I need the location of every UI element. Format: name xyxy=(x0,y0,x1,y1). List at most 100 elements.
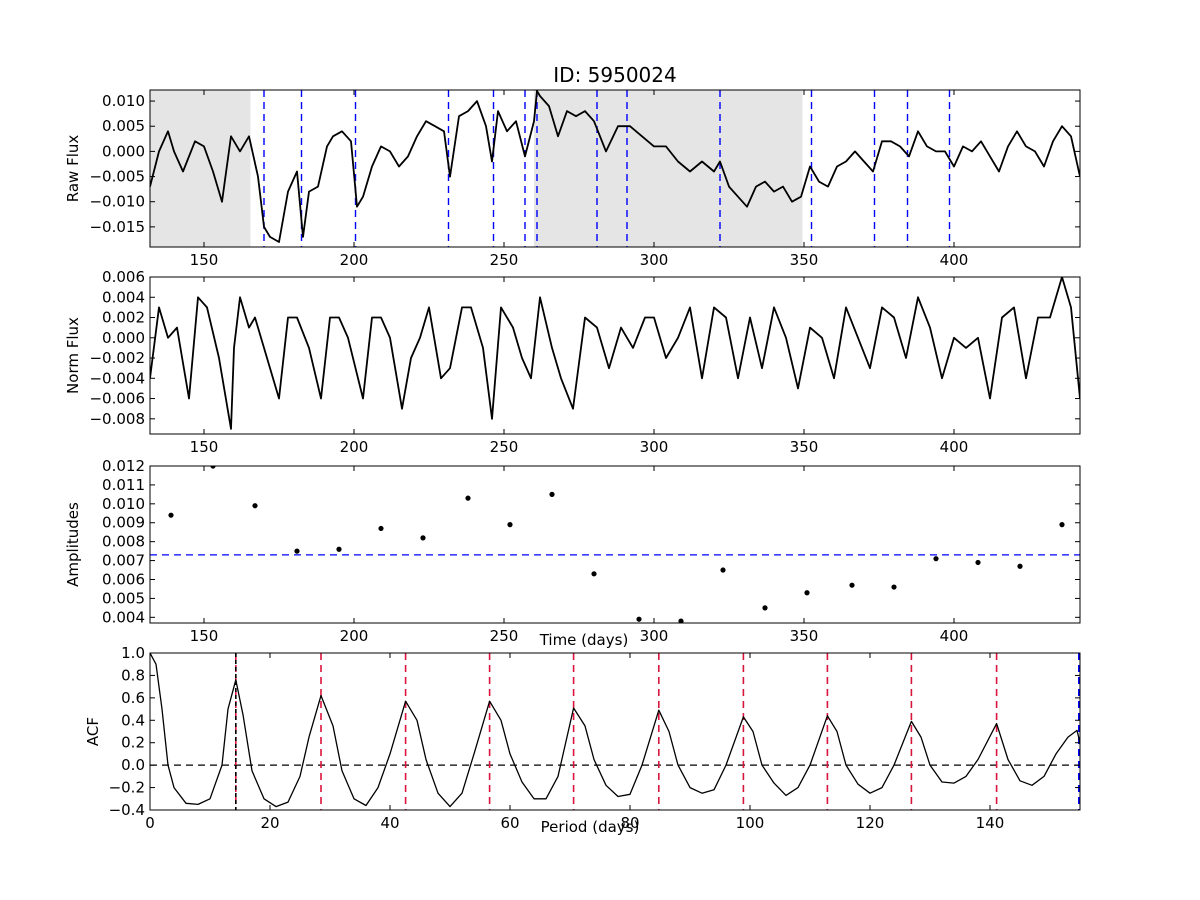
plot-area-amplitudes xyxy=(150,466,1080,623)
amplitude-point xyxy=(168,512,174,518)
x-tick-label: 80 xyxy=(620,814,639,832)
axes-frame-amplitudes xyxy=(149,465,1081,624)
shaded-region xyxy=(150,90,251,247)
x-tick-label: 140 xyxy=(976,814,1005,832)
x-tick-label: 200 xyxy=(340,627,369,645)
amplitude-point xyxy=(636,616,642,622)
x-tick-label: 120 xyxy=(856,814,885,832)
x-tick-label: 350 xyxy=(790,251,819,269)
y-tick-label: 0.011 xyxy=(102,476,145,494)
x-tick-label: 0 xyxy=(145,814,155,832)
x-tick-label: 150 xyxy=(190,251,219,269)
x-tick-label: 20 xyxy=(260,814,279,832)
y-tick-label: 1.0 xyxy=(121,644,145,662)
y-tick-label: −0.2 xyxy=(109,779,145,797)
x-tick-label: 250 xyxy=(490,627,519,645)
x-tick-label: 250 xyxy=(490,251,519,269)
y-axis-label: Norm Flux xyxy=(64,317,82,394)
x-tick-label: 60 xyxy=(500,814,519,832)
panel-acf: 0 20 40 60 80 100 120 140 −0.4 −0.2 0.0 0.2 0.4 0.6 0.… xyxy=(84,644,1081,836)
y-tick-label: 0.8 xyxy=(121,666,145,684)
amplitude-point xyxy=(294,548,300,554)
amplitude-point xyxy=(252,503,258,509)
amplitude-point xyxy=(720,567,726,573)
y-tick-label: 0.006 xyxy=(102,570,145,588)
y-tick-label: 0.010 xyxy=(102,92,145,110)
x-tick-label: 250 xyxy=(490,438,519,456)
x-tick-label: 200 xyxy=(340,251,369,269)
y-tick-label: 0.000 xyxy=(102,329,145,347)
y-tick-label: −0.005 xyxy=(89,168,145,186)
x-tick-label: 200 xyxy=(340,438,369,456)
y-axis-label: Raw Flux xyxy=(64,135,82,203)
shaded-region xyxy=(534,90,803,247)
plot-area-acf xyxy=(150,653,1080,810)
x-tick-label: 150 xyxy=(190,627,219,645)
y-tick-label: 0.6 xyxy=(121,689,145,707)
amplitude-point xyxy=(465,495,471,501)
y-tick-label: 0.006 xyxy=(102,268,145,286)
plot-area-norm xyxy=(150,277,1080,430)
y-tick-label: 0.000 xyxy=(102,142,145,160)
y-tick-label: 0.0 xyxy=(121,756,145,774)
panel-amplitudes: 150 200 250 300 350 4000.0040.0050.0060.0070.… xyxy=(64,457,1081,649)
y-tick-label: −0.015 xyxy=(89,218,145,236)
axes-frame-norm xyxy=(149,276,1081,435)
raw-series-line xyxy=(150,90,1080,243)
y-tick-label: 0.4 xyxy=(121,711,145,729)
x-tick-label: 350 xyxy=(790,438,819,456)
x-tick-label: 400 xyxy=(940,251,969,269)
x-axis-label: Time (days) xyxy=(539,631,629,649)
x-tick-label: 150 xyxy=(190,438,219,456)
y-tick-label: −0.4 xyxy=(109,801,145,819)
y-tick-label: 0.2 xyxy=(121,734,145,752)
y-tick-label: 0.004 xyxy=(102,288,145,306)
amplitude-point xyxy=(849,582,855,588)
amplitude-point xyxy=(678,618,684,623)
x-tick-label: 300 xyxy=(640,438,669,456)
panel-norm: 150 200 250 300 350 400 −0.008 −0.006 −0.004 −0.0… xyxy=(64,268,1081,456)
y-tick-label: −0.006 xyxy=(89,390,145,408)
y-tick-label: 0.012 xyxy=(102,457,145,475)
x-tick-label: 300 xyxy=(640,627,669,645)
y-tick-label: −0.010 xyxy=(89,193,145,211)
amplitude-point xyxy=(891,584,897,590)
amplitude-point xyxy=(420,535,426,541)
amplitude-point xyxy=(975,559,981,566)
y-tick-label: 0.009 xyxy=(102,514,145,532)
amplitude-point xyxy=(549,491,555,497)
amplitude-point xyxy=(1017,563,1023,569)
x-axis-label: Period (days) xyxy=(541,818,640,836)
amplitude-point xyxy=(804,590,810,596)
amplitude-point xyxy=(762,605,768,611)
chart-panels: 150 200 250 300 350 400−0.015−0.010−0.0050.00… xyxy=(64,89,1081,836)
y-tick-label: −0.004 xyxy=(89,369,145,387)
plot-area-raw xyxy=(150,90,1080,247)
amplitude-point xyxy=(933,556,939,562)
y-tick-label: −0.008 xyxy=(89,410,145,428)
amplitude-point xyxy=(336,546,342,552)
x-tick-label: 40 xyxy=(380,814,399,832)
y-tick-label: 0.005 xyxy=(102,589,145,607)
figure-title: ID: 5950024 xyxy=(553,63,676,87)
amplitude-point xyxy=(507,522,513,528)
x-tick-label: 100 xyxy=(736,814,765,832)
y-tick-label: 0.005 xyxy=(102,117,145,135)
axes-frame-acf xyxy=(149,652,1081,811)
panel-raw: 150 200 250 300 350 400 −0.015 −0.010 −0.005 0.00… xyxy=(64,89,1081,269)
amplitude-point xyxy=(378,525,384,532)
amplitude-point xyxy=(1059,522,1065,528)
y-tick-label: 0.008 xyxy=(102,533,145,551)
y-tick-label: 0.007 xyxy=(102,552,145,570)
axes-frame-raw xyxy=(149,89,1081,248)
amplitude-point xyxy=(210,466,216,469)
norm-series-line xyxy=(150,277,1080,430)
x-tick-label: 350 xyxy=(790,627,819,645)
amplitude-point xyxy=(591,571,597,577)
y-tick-label: 0.010 xyxy=(102,495,145,513)
y-axis-label: Amplitudes xyxy=(64,502,82,587)
y-tick-label: 0.004 xyxy=(102,608,145,626)
x-tick-label: 300 xyxy=(640,251,669,269)
y-tick-label: −0.002 xyxy=(89,349,145,367)
